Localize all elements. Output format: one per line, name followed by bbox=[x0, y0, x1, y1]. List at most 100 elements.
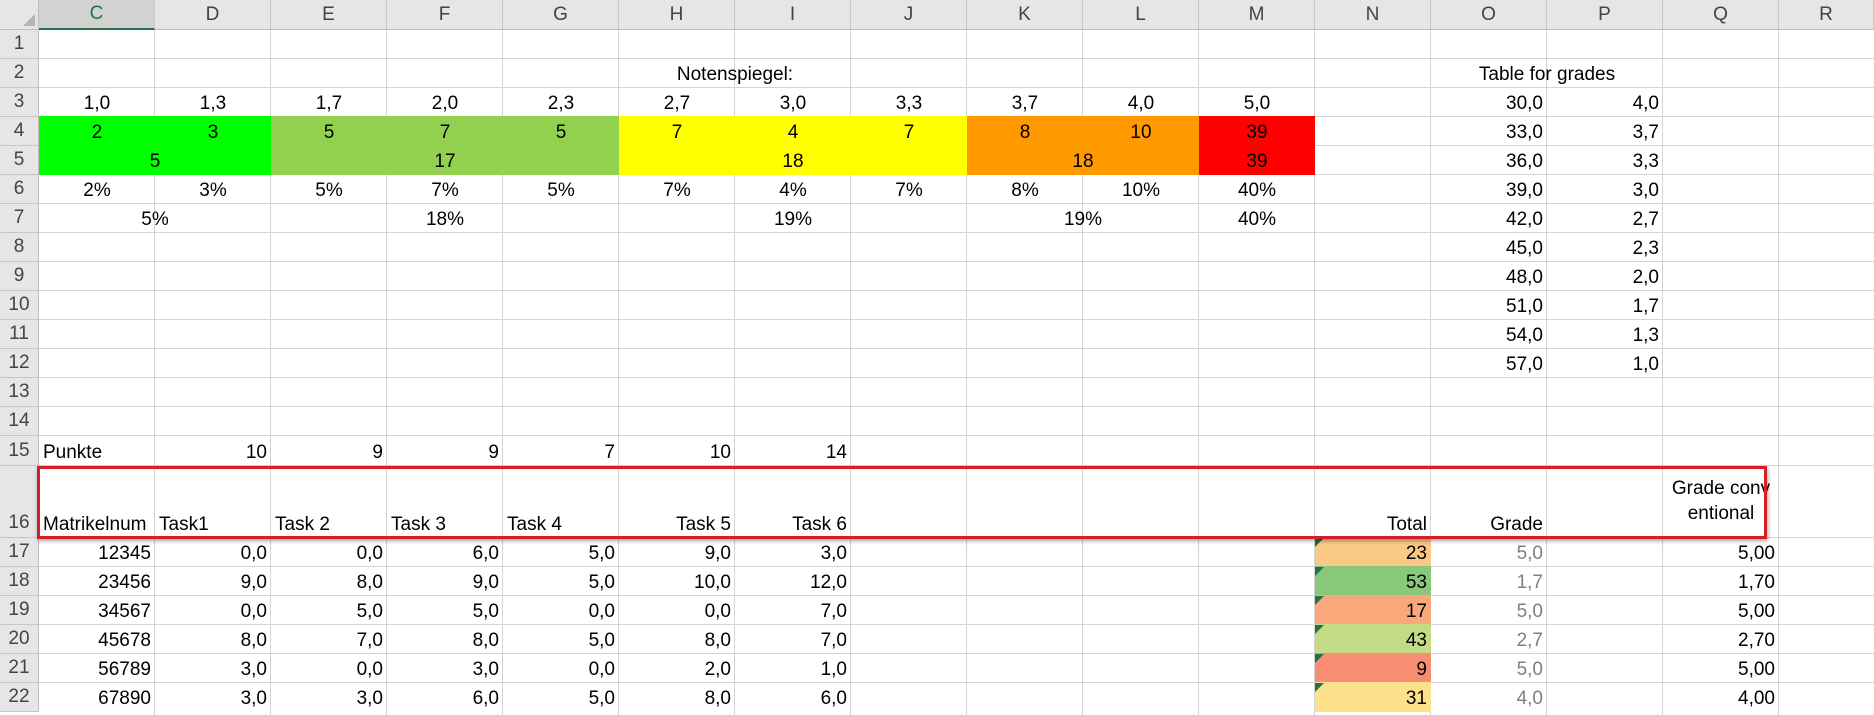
student-id-cell[interactable]: 67890 bbox=[98, 688, 151, 709]
grade-cell[interactable]: 5,0 bbox=[1516, 543, 1543, 564]
total-cell[interactable]: 23 bbox=[1405, 543, 1427, 564]
task-score-cell[interactable]: 5,0 bbox=[472, 601, 499, 622]
row-header-1[interactable]: 1 bbox=[0, 30, 39, 59]
task-score-cell[interactable]: 5,0 bbox=[356, 601, 383, 622]
task-score-cell[interactable]: 6,0 bbox=[820, 688, 847, 709]
header-task2[interactable]: Task 2 bbox=[275, 514, 330, 535]
grade-table-grade-cell[interactable]: 3,7 bbox=[1632, 122, 1659, 143]
grade-percent-cell[interactable]: 7% bbox=[895, 180, 923, 201]
punkte-cell[interactable]: 7 bbox=[604, 442, 615, 463]
grade-conventional-cell[interactable]: 4,00 bbox=[1738, 688, 1775, 709]
column-header-n[interactable]: N bbox=[1315, 0, 1431, 30]
grade-count-cell[interactable]: 7 bbox=[671, 122, 683, 143]
group-count-cell[interactable]: 39 bbox=[1246, 151, 1268, 172]
grade-count-cell[interactable]: 3 bbox=[207, 122, 219, 143]
column-header-f[interactable]: F bbox=[387, 0, 503, 30]
group-percent-cell[interactable]: 18% bbox=[425, 209, 465, 230]
grade-table-points-cell[interactable]: 48,0 bbox=[1506, 267, 1543, 288]
column-header-g[interactable]: G bbox=[503, 0, 619, 30]
grade-scale-cell[interactable]: 1,7 bbox=[315, 93, 343, 114]
task-score-cell[interactable]: 9,0 bbox=[472, 572, 499, 593]
grade-table-title[interactable]: Table for grades bbox=[1478, 64, 1616, 85]
column-header-q[interactable]: Q bbox=[1663, 0, 1779, 30]
task-score-cell[interactable]: 3,0 bbox=[240, 688, 267, 709]
grade-table-grade-cell[interactable]: 1,0 bbox=[1632, 354, 1659, 375]
grade-percent-cell[interactable]: 4% bbox=[779, 180, 807, 201]
punkte-cell[interactable]: 14 bbox=[825, 442, 847, 463]
total-cell[interactable]: 31 bbox=[1405, 688, 1427, 709]
row-header-19[interactable]: 19 bbox=[0, 596, 39, 625]
row-header-8[interactable]: 8 bbox=[0, 233, 39, 262]
task-score-cell[interactable]: 8,0 bbox=[240, 630, 267, 651]
task-score-cell[interactable]: 5,0 bbox=[588, 630, 615, 651]
task-score-cell[interactable]: 0,0 bbox=[588, 659, 615, 680]
task-score-cell[interactable]: 0,0 bbox=[356, 543, 383, 564]
row-header-4[interactable]: 4 bbox=[0, 117, 39, 146]
grade-count-cell[interactable]: 5 bbox=[555, 122, 567, 143]
row-header-5[interactable]: 5 bbox=[0, 146, 39, 175]
grade-table-grade-cell[interactable]: 1,7 bbox=[1632, 296, 1659, 317]
task-score-cell[interactable]: 9,0 bbox=[240, 572, 267, 593]
task-score-cell[interactable]: 3,0 bbox=[820, 543, 847, 564]
grade-count-cell[interactable]: 10 bbox=[1130, 122, 1152, 143]
row-header-12[interactable]: 12 bbox=[0, 349, 39, 378]
task-score-cell[interactable]: 8,0 bbox=[472, 630, 499, 651]
row-header-16[interactable]: 16 bbox=[0, 466, 39, 538]
row-header-22[interactable]: 22 bbox=[0, 683, 39, 712]
grade-count-cell[interactable]: 7 bbox=[439, 122, 451, 143]
grade-cell[interactable]: 5,0 bbox=[1516, 659, 1543, 680]
task-score-cell[interactable]: 3,0 bbox=[472, 659, 499, 680]
row-header-14[interactable]: 14 bbox=[0, 407, 39, 436]
column-header-p[interactable]: P bbox=[1547, 0, 1663, 30]
task-score-cell[interactable]: 5,0 bbox=[588, 572, 615, 593]
grade-conventional-cell[interactable]: 5,00 bbox=[1738, 543, 1775, 564]
column-header-h[interactable]: H bbox=[619, 0, 735, 30]
grade-conventional-cell[interactable]: 5,00 bbox=[1738, 659, 1775, 680]
header-task3[interactable]: Task 3 bbox=[391, 514, 446, 535]
grade-count-cell[interactable]: 2 bbox=[91, 122, 103, 143]
column-header-l[interactable]: L bbox=[1083, 0, 1199, 30]
task-score-cell[interactable]: 7,0 bbox=[820, 630, 847, 651]
column-header-k[interactable]: K bbox=[967, 0, 1083, 30]
grade-percent-cell[interactable]: 5% bbox=[547, 180, 575, 201]
grade-table-grade-cell[interactable]: 3,0 bbox=[1632, 180, 1659, 201]
row-header-21[interactable]: 21 bbox=[0, 654, 39, 683]
task-score-cell[interactable]: 1,0 bbox=[820, 659, 847, 680]
grade-table-points-cell[interactable]: 30,0 bbox=[1506, 93, 1543, 114]
group-count-cell[interactable]: 17 bbox=[434, 151, 456, 172]
group-percent-cell[interactable]: 19% bbox=[1063, 209, 1103, 230]
row-header-18[interactable]: 18 bbox=[0, 567, 39, 596]
group-percent-cell[interactable]: 5% bbox=[141, 209, 169, 230]
grade-table-grade-cell[interactable]: 4,0 bbox=[1632, 93, 1659, 114]
column-header-d[interactable]: D bbox=[155, 0, 271, 30]
grade-scale-cell[interactable]: 2,3 bbox=[547, 93, 575, 114]
grade-percent-cell[interactable]: 2% bbox=[83, 180, 111, 201]
grade-conventional-cell[interactable]: 2,70 bbox=[1738, 630, 1775, 651]
task-score-cell[interactable]: 9,0 bbox=[704, 543, 731, 564]
task-score-cell[interactable]: 8,0 bbox=[356, 572, 383, 593]
grade-table-grade-cell[interactable]: 2,0 bbox=[1632, 267, 1659, 288]
row-header-6[interactable]: 6 bbox=[0, 175, 39, 204]
student-id-cell[interactable]: 34567 bbox=[98, 601, 151, 622]
grade-count-cell[interactable]: 5 bbox=[323, 122, 335, 143]
task-score-cell[interactable]: 0,0 bbox=[356, 659, 383, 680]
grade-cell[interactable]: 4,0 bbox=[1516, 688, 1543, 709]
column-header-m[interactable]: M bbox=[1199, 0, 1315, 30]
header-total[interactable]: Total bbox=[1386, 514, 1427, 535]
punkte-cell[interactable]: 10 bbox=[245, 442, 267, 463]
row-header-11[interactable]: 11 bbox=[0, 320, 39, 349]
grade-scale-cell[interactable]: 1,3 bbox=[199, 93, 227, 114]
column-header-i[interactable]: I bbox=[735, 0, 851, 30]
group-percent-cell[interactable]: 19% bbox=[773, 209, 813, 230]
grade-scale-cell[interactable]: 3,3 bbox=[895, 93, 923, 114]
row-header-15[interactable]: 15 bbox=[0, 436, 39, 466]
grade-scale-cell[interactable]: 5,0 bbox=[1243, 93, 1271, 114]
task-score-cell[interactable]: 2,0 bbox=[704, 659, 731, 680]
task-score-cell[interactable]: 6,0 bbox=[472, 688, 499, 709]
student-id-cell[interactable]: 45678 bbox=[98, 630, 151, 651]
grade-scale-cell[interactable]: 2,0 bbox=[431, 93, 459, 114]
task-score-cell[interactable]: 10,0 bbox=[694, 572, 731, 593]
grade-table-points-cell[interactable]: 42,0 bbox=[1506, 209, 1543, 230]
row-header-20[interactable]: 20 bbox=[0, 625, 39, 654]
task-score-cell[interactable]: 5,0 bbox=[588, 688, 615, 709]
